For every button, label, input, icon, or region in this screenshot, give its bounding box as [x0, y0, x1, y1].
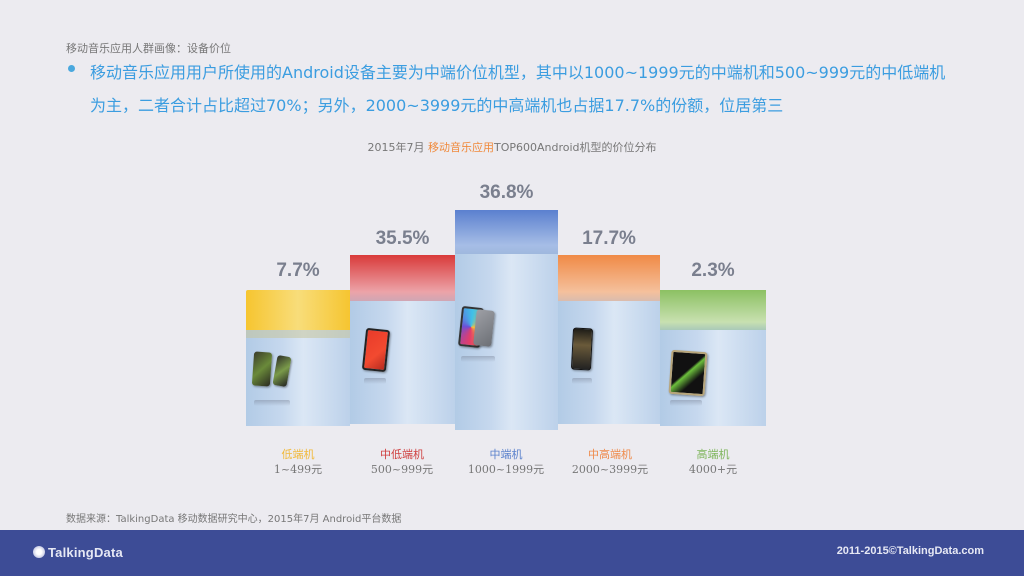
chart-title: 2015年7月 移动音乐应用TOP600Android机型的价位分布	[0, 139, 1024, 155]
bar-mid-high-end: 17.7%	[558, 228, 660, 424]
category-label-mid-end: 中端机 1000~1999元	[467, 448, 545, 476]
category-label-low-end: 低端机 1~499元	[273, 448, 323, 476]
talkingdata-logo: TalkingData	[33, 545, 123, 560]
slide-subtitle: 移动音乐应用人群画像：设备价位	[66, 42, 231, 55]
bar-value-label: 7.7%	[276, 260, 320, 281]
phone-image	[473, 309, 495, 347]
summary-line-2: 为主，二者合计占比超过70%；另外，2000~3999元的中高端机也占据17.7…	[90, 96, 784, 115]
bar-value-label: 17.7%	[582, 228, 636, 249]
bar-mid-low-end: 35.5%	[350, 228, 455, 424]
phone-image	[570, 327, 594, 371]
chart-title-suffix: TOP600Android机型的价位分布	[493, 141, 657, 154]
bar-cap	[350, 255, 455, 301]
bar-cap	[558, 255, 660, 301]
bar-high-end: 2.3%	[660, 260, 766, 426]
bar-mid-end: 36.8%	[455, 180, 558, 430]
bar-cap	[455, 210, 558, 254]
summary-line-1: 移动音乐应用用户所使用的Android设备主要为中端价位机型，其中以1000~1…	[90, 63, 946, 82]
summary-text: 移动音乐应用用户所使用的Android设备主要为中端价位机型，其中以1000~1…	[90, 56, 1010, 122]
category-label-mid-low-end: 中低端机 500~999元	[370, 448, 434, 476]
copyright-text: 2011-2015©TalkingData.com	[836, 545, 984, 557]
logo-flower-icon	[33, 546, 45, 558]
chart-title-highlight: 移动音乐应用	[427, 141, 494, 154]
bar-cap	[660, 290, 766, 330]
bar-value-label: 36.8%	[479, 182, 534, 203]
chart-title-prefix: 2015年7月	[367, 141, 428, 154]
phone-image	[251, 351, 273, 387]
phone-image	[668, 349, 708, 397]
phone-image	[361, 327, 391, 373]
bar-value-label: 2.3%	[691, 260, 735, 281]
bullet-dot-icon	[68, 65, 75, 72]
bar-low-end: 7.7%	[246, 260, 350, 426]
footer-bar: TalkingData 2011-2015©TalkingData.com	[0, 530, 1024, 576]
bar-value-label: 35.5%	[375, 228, 430, 249]
data-source-note: 数据来源：TalkingData 移动数据研究中心，2015年7月 Androi…	[66, 514, 402, 525]
category-label-mid-high-end: 中高端机 2000~3999元	[571, 448, 649, 476]
bar-cap	[246, 290, 350, 330]
category-label-high-end: 高端机 4000+元	[688, 448, 738, 476]
